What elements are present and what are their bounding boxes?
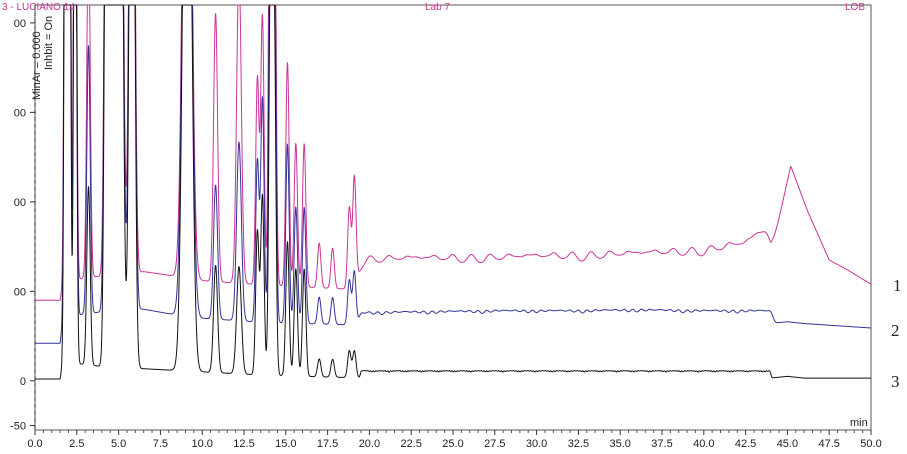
trace-label-1: 1 bbox=[893, 276, 902, 295]
x-tick-label: 30.0 bbox=[526, 438, 547, 450]
x-tick-label: 12.5 bbox=[233, 438, 254, 450]
header-left-label: 3 - LUCIANO 14 bbox=[2, 2, 75, 13]
x-tick-label: 0.0 bbox=[27, 438, 42, 450]
trace-1 bbox=[34, 4, 872, 301]
x-tick-label: 35.0 bbox=[609, 438, 630, 450]
x-tick-label: 10.0 bbox=[191, 438, 212, 450]
x-tick-label: 37.5 bbox=[651, 438, 672, 450]
x-tick-label: 15.0 bbox=[275, 438, 296, 450]
event-label-minarea: MinAr = 0.000 bbox=[31, 31, 43, 100]
x-tick-label: 32.5 bbox=[568, 438, 589, 450]
x-tick-label: 20.0 bbox=[359, 438, 380, 450]
x-tick-label: 27.5 bbox=[484, 438, 505, 450]
x-axis-ticks: 0.0 2.5 5.0 7.5 10.0 12.5 15.0 17.5 20.0 22.5 25.0… bbox=[27, 430, 882, 450]
x-tick-label: 40.0 bbox=[693, 438, 714, 450]
x-tick-label: 25.0 bbox=[442, 438, 463, 450]
x-tick-label: 5.0 bbox=[111, 438, 126, 450]
y-tick-label: -50 bbox=[10, 421, 26, 433]
x-tick-label: 45.0 bbox=[777, 438, 798, 450]
x-tick-label: 22.5 bbox=[400, 438, 421, 450]
x-tick-label: 17.5 bbox=[317, 438, 338, 450]
x-tick-label: 50.0 bbox=[860, 438, 881, 450]
event-label-inhibit: Inhbit = On bbox=[43, 16, 55, 70]
x-tick-label: 47.5 bbox=[818, 438, 839, 450]
y-tick-label: 00 bbox=[14, 18, 26, 30]
header-center-label: Lab 7 bbox=[425, 2, 450, 13]
y-tick-label: 00 bbox=[14, 107, 26, 119]
x-unit-label: min bbox=[850, 417, 868, 429]
chromatogram-traces bbox=[34, 4, 872, 380]
trace-label-2: 2 bbox=[891, 321, 900, 340]
y-tick-label: 00 bbox=[14, 197, 26, 209]
y-tick-label: 00 bbox=[14, 286, 26, 298]
plot-frame bbox=[34, 4, 872, 431]
x-tick-label: 2.5 bbox=[69, 438, 84, 450]
trace-label-3: 3 bbox=[891, 372, 900, 391]
x-tick-label: 42.5 bbox=[735, 438, 756, 450]
x-tick-label: 7.5 bbox=[153, 438, 168, 450]
trace-2 bbox=[34, 4, 872, 344]
header-right-label: LOB bbox=[845, 2, 865, 13]
y-tick-label: 0 bbox=[20, 376, 26, 388]
trace-3 bbox=[34, 4, 872, 380]
